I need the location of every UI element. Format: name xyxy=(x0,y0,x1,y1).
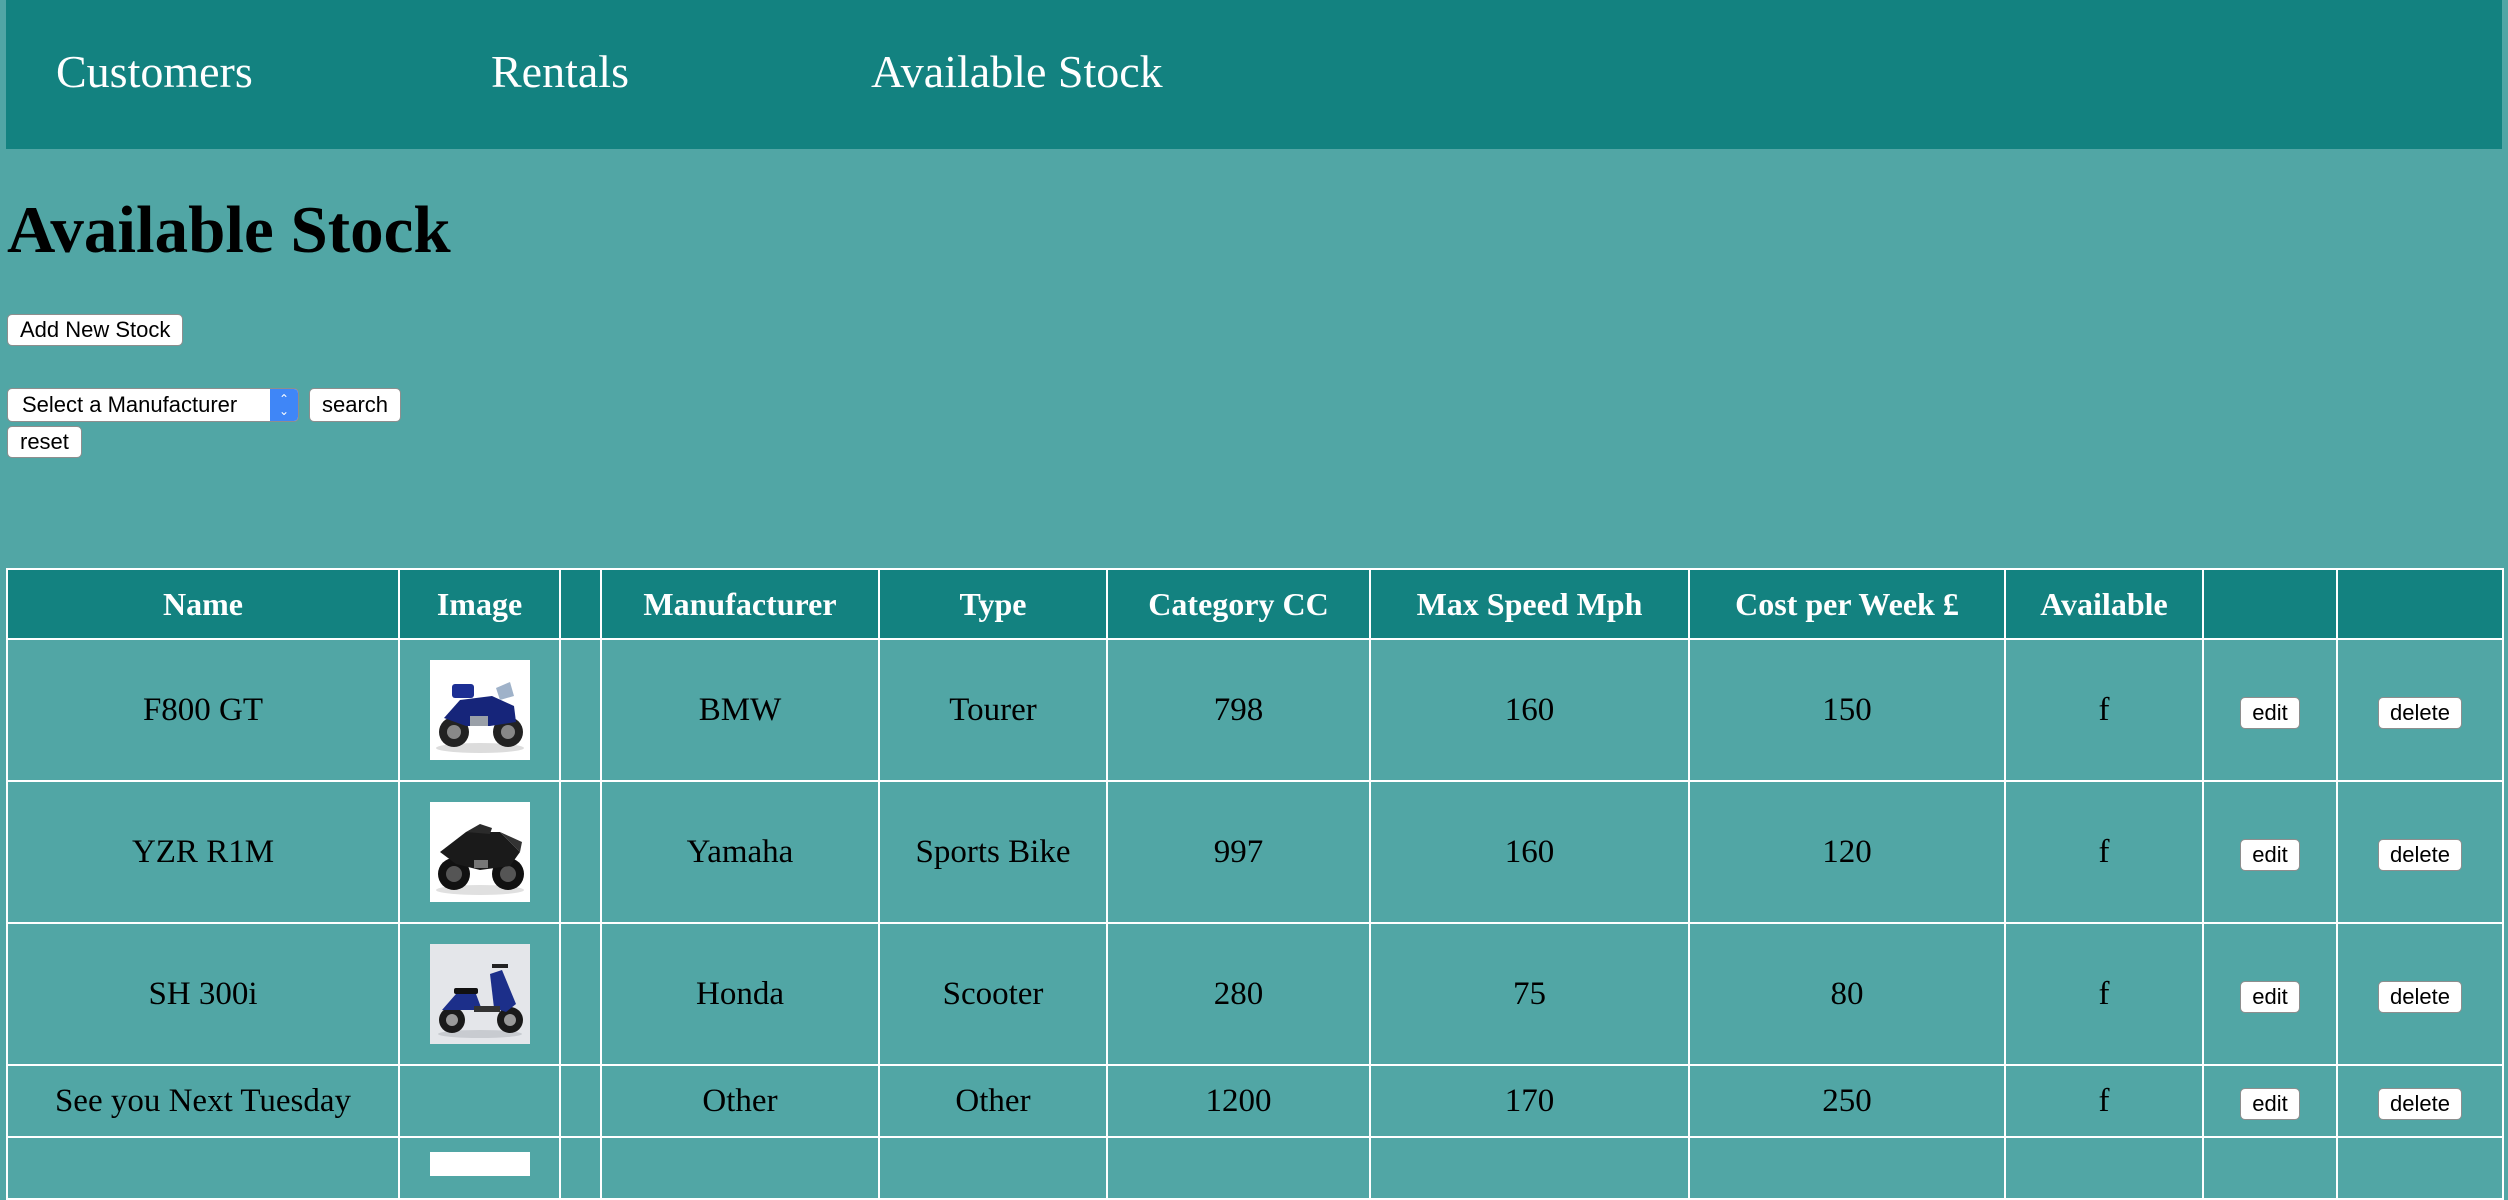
cell-available xyxy=(2004,1136,2204,1200)
cell-name: SH 300i xyxy=(6,922,400,1066)
cell-delete: delete xyxy=(2336,638,2504,782)
cell-edit: edit xyxy=(2202,922,2338,1066)
nav-link-rentals[interactable]: Rentals xyxy=(491,46,629,97)
cell-category-cc xyxy=(1106,1136,1371,1200)
cell-cost-per-week: 150 xyxy=(1688,638,2006,782)
cell-category-cc: 1200 xyxy=(1106,1064,1371,1138)
cell-blank xyxy=(559,780,602,924)
cell-edit: edit xyxy=(2202,1064,2338,1138)
header-name: Name xyxy=(6,568,400,640)
header-delete-column xyxy=(2336,568,2504,640)
select-arrows-icon: ⌃ ⌄ xyxy=(270,389,298,421)
table-row: SH 300i xyxy=(6,922,2504,1066)
cell-image xyxy=(398,780,561,924)
cell-edit: edit xyxy=(2202,638,2338,782)
cell-image xyxy=(398,638,561,782)
cell-cost-per-week xyxy=(1688,1136,2006,1200)
cell-image xyxy=(398,1136,561,1200)
cell-name: See you Next Tuesday xyxy=(6,1064,400,1138)
header-image: Image xyxy=(398,568,561,640)
cell-blank xyxy=(559,1064,602,1138)
header-edit-column xyxy=(2202,568,2338,640)
cell-manufacturer: Honda xyxy=(600,922,880,1066)
manufacturer-select-value: Select a Manufacturer xyxy=(22,392,238,417)
table-row xyxy=(6,1136,2504,1200)
cell-manufacturer: Yamaha xyxy=(600,780,880,924)
nav-link-available-stock[interactable]: Available Stock xyxy=(871,46,1163,97)
table-row: YZR R1M xyxy=(6,780,2504,924)
cell-max-speed: 170 xyxy=(1369,1064,1690,1138)
cell-manufacturer: BMW xyxy=(600,638,880,782)
motorbike-image xyxy=(429,1152,530,1176)
reset-button[interactable]: reset xyxy=(7,426,82,458)
edit-button[interactable]: edit xyxy=(2240,838,2300,871)
cell-cost-per-week: 80 xyxy=(1688,922,2006,1066)
search-button[interactable]: search xyxy=(309,388,402,422)
cell-edit: edit xyxy=(2202,780,2338,924)
cell-name: YZR R1M xyxy=(6,780,400,924)
cell-available: f xyxy=(2004,922,2204,1066)
blue-touring-motorbike-image xyxy=(429,660,530,760)
edit-button[interactable]: edit xyxy=(2240,696,2300,729)
cell-type xyxy=(878,1136,1108,1200)
header-blank xyxy=(559,568,602,640)
manufacturer-select[interactable]: Select a Manufacturer ⌃ ⌄ xyxy=(7,388,299,422)
header-max-speed: Max Speed Mph xyxy=(1369,568,1690,640)
cell-manufacturer xyxy=(600,1136,880,1200)
header-type: Type xyxy=(878,568,1108,640)
cell-blank xyxy=(559,1136,602,1200)
cell-type: Sports Bike xyxy=(878,780,1108,924)
cell-category-cc: 798 xyxy=(1106,638,1371,782)
cell-delete xyxy=(2336,1136,2504,1200)
header-manufacturer: Manufacturer xyxy=(600,568,880,640)
cell-image xyxy=(398,922,561,1066)
cell-category-cc: 997 xyxy=(1106,780,1371,924)
cell-available: f xyxy=(2004,638,2204,782)
cell-max-speed: 160 xyxy=(1369,780,1690,924)
page-title: Available Stock xyxy=(7,193,451,267)
cell-blank xyxy=(559,922,602,1066)
cell-cost-per-week: 120 xyxy=(1688,780,2006,924)
delete-button[interactable]: delete xyxy=(2378,980,2462,1013)
delete-button[interactable]: delete xyxy=(2378,696,2462,729)
delete-button[interactable]: delete xyxy=(2378,838,2462,871)
cell-name: F800 GT xyxy=(6,638,400,782)
edit-button[interactable]: edit xyxy=(2240,1087,2300,1120)
nav-link-customers[interactable]: Customers xyxy=(56,46,253,97)
cell-max-speed xyxy=(1369,1136,1690,1200)
table-header-row: Name Image Manufacturer Type Category CC… xyxy=(6,568,2504,640)
delete-button[interactable]: delete xyxy=(2378,1087,2462,1120)
cell-max-speed: 75 xyxy=(1369,922,1690,1066)
cell-max-speed: 160 xyxy=(1369,638,1690,782)
cell-delete: delete xyxy=(2336,1064,2504,1138)
cell-delete: delete xyxy=(2336,922,2504,1066)
stock-table: Name Image Manufacturer Type Category CC… xyxy=(6,568,2504,1200)
blue-scooter-image xyxy=(429,944,530,1044)
cell-delete: delete xyxy=(2336,780,2504,924)
cell-manufacturer: Other xyxy=(600,1064,880,1138)
cell-cost-per-week: 250 xyxy=(1688,1064,2006,1138)
cell-category-cc: 280 xyxy=(1106,922,1371,1066)
cell-image xyxy=(398,1064,561,1138)
top-navbar: Customers Rentals Available Stock xyxy=(6,0,2502,149)
table-row: See you Next Tuesday Other Other 1200 17… xyxy=(6,1064,2504,1138)
header-available: Available xyxy=(2004,568,2204,640)
cell-name xyxy=(6,1136,400,1200)
cell-type: Tourer xyxy=(878,638,1108,782)
black-sports-motorbike-image xyxy=(429,802,530,902)
cell-available: f xyxy=(2004,780,2204,924)
table-row: F800 GT xyxy=(6,638,2504,782)
cell-available: f xyxy=(2004,1064,2204,1138)
cell-type: Scooter xyxy=(878,922,1108,1066)
cell-blank xyxy=(559,638,602,782)
cell-edit xyxy=(2202,1136,2338,1200)
cell-type: Other xyxy=(878,1064,1108,1138)
edit-button[interactable]: edit xyxy=(2240,980,2300,1013)
header-category-cc: Category CC xyxy=(1106,568,1371,640)
add-new-stock-button[interactable]: Add New Stock xyxy=(7,314,184,346)
header-cost-per-week: Cost per Week £ xyxy=(1688,568,2006,640)
